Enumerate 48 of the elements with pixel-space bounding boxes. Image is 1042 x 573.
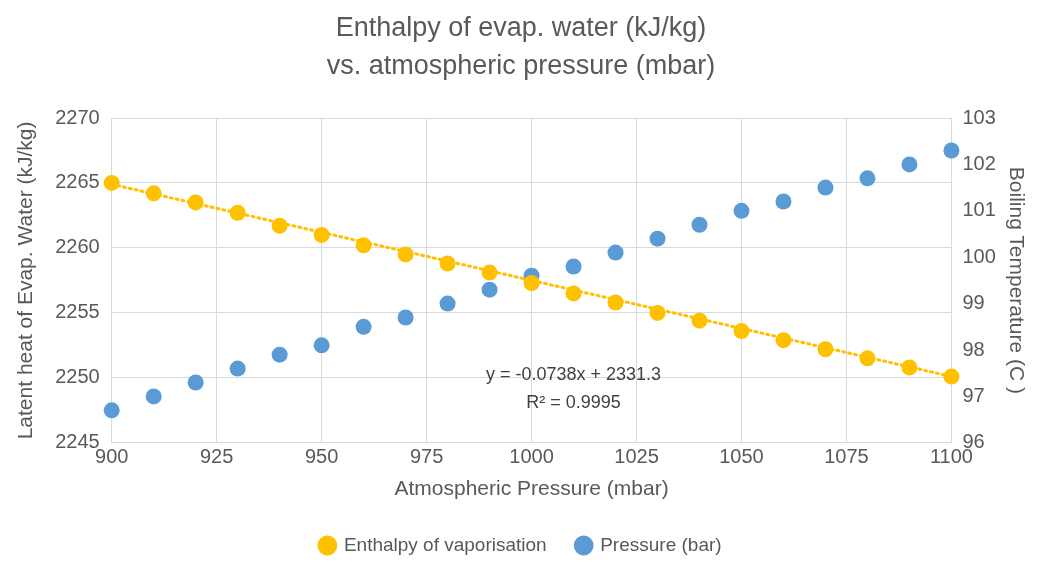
x-axis-title: Atmospheric Pressure (mbar) bbox=[394, 476, 669, 500]
point bbox=[817, 179, 834, 196]
point bbox=[103, 402, 120, 419]
point bbox=[439, 295, 456, 312]
point bbox=[733, 202, 750, 219]
y2-tick-label: 103 bbox=[962, 105, 996, 128]
point bbox=[943, 142, 960, 159]
y-tick-label: 2270 bbox=[55, 105, 100, 128]
x-tick-label: 925 bbox=[199, 445, 234, 468]
point bbox=[691, 216, 708, 233]
x-tick-label: 950 bbox=[304, 445, 339, 468]
point bbox=[649, 230, 666, 247]
point bbox=[355, 318, 372, 335]
x-tick-label: 1050 bbox=[719, 445, 764, 468]
point bbox=[901, 156, 918, 173]
point bbox=[313, 337, 330, 354]
point bbox=[859, 170, 876, 187]
annotation: y = -0.0738x + 2331.3 bbox=[485, 363, 662, 384]
y2-tick-label: 99 bbox=[962, 291, 985, 314]
point bbox=[397, 309, 414, 326]
x-tick-label: 1075 bbox=[824, 445, 869, 468]
point bbox=[229, 360, 246, 377]
y2-tick-label: 98 bbox=[962, 337, 985, 360]
x-tick-label: 1025 bbox=[614, 445, 659, 468]
legend-label: Enthalpy of vaporisation bbox=[343, 533, 547, 555]
chart-title: Enthalpy of evap. water (kJ/kg) vs. atmospheric pressure (mbar) bbox=[326, 11, 716, 82]
y-tick-label: 2250 bbox=[55, 365, 100, 388]
point bbox=[607, 244, 624, 261]
y2-tick-label: 102 bbox=[962, 151, 996, 174]
y2-tick-label: 97 bbox=[962, 383, 985, 406]
point bbox=[145, 388, 162, 405]
y2-axis-title: Boiling Temperature (C ) bbox=[1005, 166, 1029, 395]
y2-tick-label: 101 bbox=[962, 198, 996, 221]
y-axis-title: Latent heat of Evap. Water (kJ/kg) bbox=[13, 121, 37, 440]
point bbox=[775, 193, 792, 210]
y-tick-label: 2260 bbox=[55, 235, 100, 258]
point bbox=[481, 281, 498, 298]
y2-tick-label: 100 bbox=[962, 244, 996, 267]
point bbox=[271, 346, 288, 363]
y-tick-label: 2255 bbox=[55, 300, 100, 323]
x-tick-label: 975 bbox=[409, 445, 444, 468]
annotation: R² = 0.9995 bbox=[526, 391, 621, 412]
point bbox=[943, 368, 960, 385]
legend-label: Pressure (bar) bbox=[600, 533, 722, 555]
point bbox=[187, 374, 204, 391]
y-tick-label: 2265 bbox=[55, 170, 100, 193]
point bbox=[565, 258, 582, 275]
x-tick-label: 1000 bbox=[509, 445, 554, 468]
